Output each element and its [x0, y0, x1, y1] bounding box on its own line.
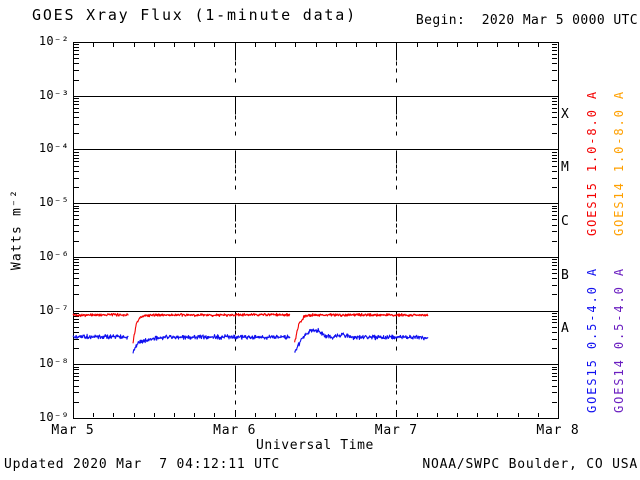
begin-timestamp: Begin: 2020 Mar 5 0000 UTC: [415, 13, 638, 28]
flare-class-label-x: X: [561, 106, 569, 122]
legend-entry-goes15-0-5-4-0-a: GOES15 0.5-4.0 A: [585, 267, 599, 413]
flare-class-label-a: A: [561, 321, 569, 337]
y-tick-label: 10⁻⁷: [38, 302, 69, 317]
x-tick-label: Mar 8: [536, 423, 580, 438]
plot-grid: [73, 42, 559, 419]
series-line-goes15-1-0-8-0-a: [294, 312, 429, 343]
legend-entry-goes14-1-0-8-0-a: GOES14 1.0-8.0 A: [612, 90, 626, 236]
flare-class-label-c: C: [561, 214, 569, 229]
plot-frame: [73, 42, 559, 419]
y-tick-label: 10⁻⁹: [38, 410, 69, 424]
y-tick-label: 10⁻⁴: [38, 141, 69, 156]
y-tick-label: 10⁻²: [38, 34, 69, 48]
y-tick-label: 10⁻³: [38, 87, 69, 102]
legend-entry-goes15-1-0-8-0-a: GOES15 1.0-8.0 A: [585, 90, 599, 236]
series-lines: [72, 312, 429, 354]
x-axis-title: Universal Time: [256, 438, 374, 453]
source-attribution: NOAA/SWPC Boulder, CO USA: [422, 457, 638, 472]
chart-title: GOES Xray Flux (1-minute data): [32, 6, 357, 24]
updated-timestamp: Updated 2020 Mar 7 04:12:11 UTC: [4, 457, 281, 472]
x-tick-label: Mar 5: [51, 423, 95, 438]
series-line-goes15-0-5-4-0-a: [294, 327, 429, 353]
y-tick-label: 10⁻⁶: [38, 248, 69, 263]
y-tick-label: 10⁻⁵: [38, 195, 69, 210]
flare-class-label-b: B: [561, 267, 569, 283]
x-tick-label: Mar 7: [374, 423, 418, 438]
series-line-goes15-0-5-4-0-a: [72, 333, 129, 340]
legend-entry-goes14-0-5-4-0-a: GOES14 0.5-4.0 A: [612, 267, 626, 413]
x-tick-label: Mar 6: [213, 423, 257, 438]
flare-class-label-m: M: [561, 160, 569, 176]
y-tick-label: 10⁻⁸: [38, 356, 69, 371]
series-line-goes15-1-0-8-0-a: [132, 312, 291, 344]
y-axis-title: Watts m⁻²: [9, 188, 25, 271]
series-line-goes15-1-0-8-0-a: [72, 312, 129, 318]
series-line-goes15-0-5-4-0-a: [132, 334, 291, 354]
